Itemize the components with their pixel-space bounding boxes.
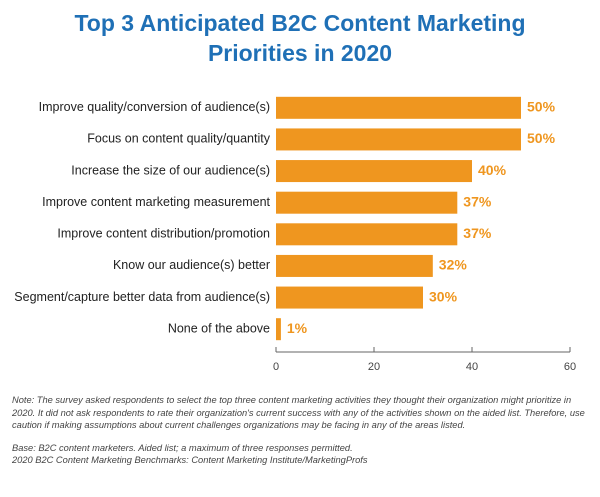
value-label: 37% bbox=[463, 225, 492, 241]
bar bbox=[276, 191, 458, 214]
value-label: 50% bbox=[527, 130, 556, 146]
category-label: Segment/capture better data from audienc… bbox=[14, 290, 270, 304]
category-label: Focus on content quality/quantity bbox=[87, 132, 271, 146]
bar bbox=[276, 318, 281, 341]
bar bbox=[276, 254, 433, 277]
x-tick-label: 20 bbox=[368, 361, 380, 373]
value-label: 30% bbox=[429, 288, 458, 304]
bar bbox=[276, 223, 458, 246]
base-line: 2020 B2C Content Marketing Benchmarks: C… bbox=[12, 455, 368, 465]
category-label: Improve content marketing measurement bbox=[42, 195, 270, 209]
chart: 0 20 40 60 Improve quality/conversion of aud… bbox=[14, 96, 576, 373]
value-label: 37% bbox=[463, 193, 492, 209]
x-tick-label: 0 bbox=[273, 361, 279, 373]
spacer bbox=[12, 432, 590, 442]
category-label: Improve quality/conversion of audience(s… bbox=[39, 100, 270, 114]
category-label: Increase the size of our audience(s) bbox=[71, 163, 270, 177]
bar bbox=[276, 160, 472, 183]
bar bbox=[276, 96, 521, 119]
value-label: 50% bbox=[527, 99, 556, 115]
category-label: Improve content distribution/promotion bbox=[57, 227, 270, 241]
notes: Note: The survey asked respondents to se… bbox=[12, 394, 590, 467]
value-label: 40% bbox=[478, 162, 507, 178]
category-label: None of the above bbox=[168, 321, 270, 335]
category-label: Know our audience(s) better bbox=[113, 258, 270, 272]
base-line: Base: B2C content marketers. Aided list;… bbox=[12, 442, 353, 453]
x-tick-label: 40 bbox=[466, 361, 478, 373]
bar bbox=[276, 128, 521, 151]
note: Note: The survey asked respondents to se… bbox=[12, 395, 585, 430]
bar bbox=[276, 286, 423, 309]
value-label: 32% bbox=[439, 257, 468, 273]
chart-title: Top 3 Anticipated B2C Content Marketing … bbox=[74, 10, 526, 66]
value-label: 1% bbox=[287, 320, 308, 336]
x-tick-label: 60 bbox=[564, 361, 576, 373]
